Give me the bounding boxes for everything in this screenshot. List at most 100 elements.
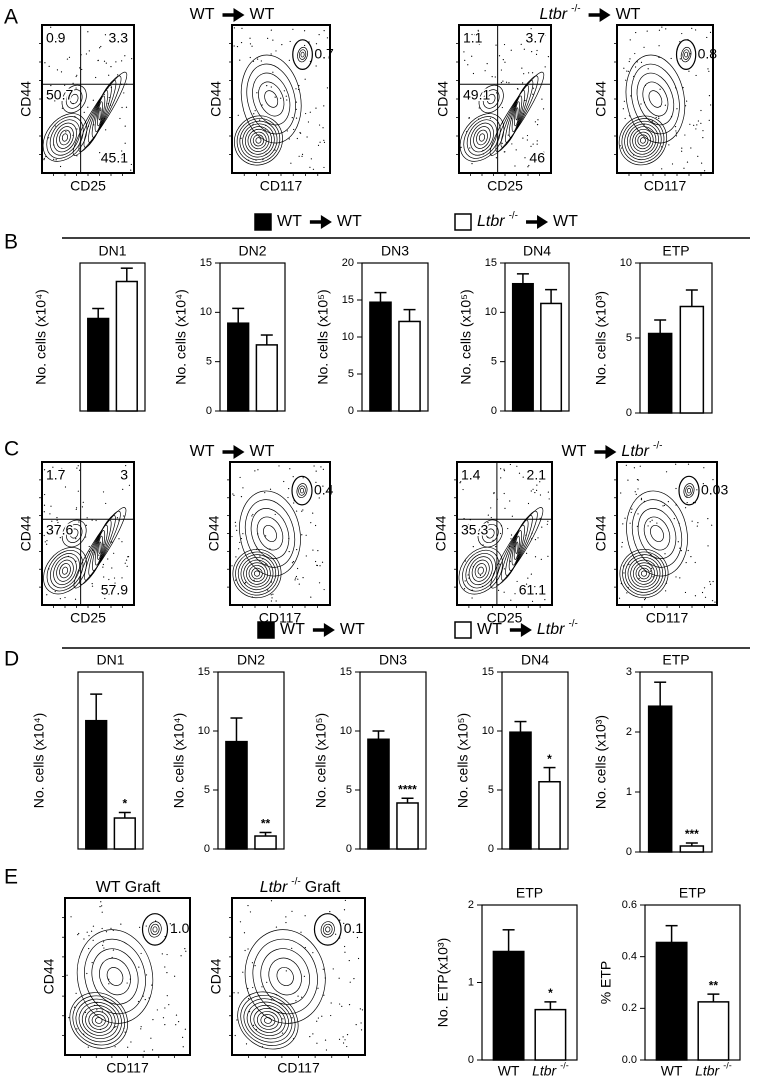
contour <box>243 998 293 1043</box>
event-dot <box>43 504 46 506</box>
event-dot <box>152 1019 154 1021</box>
event-dot <box>286 130 288 132</box>
event-dot <box>108 578 110 581</box>
event-dot <box>50 505 52 507</box>
contour <box>322 923 333 935</box>
event-dot <box>96 1009 98 1011</box>
event-dot <box>321 1015 323 1017</box>
event-dot <box>44 62 46 64</box>
event-dot <box>658 117 660 120</box>
event-dot <box>487 514 489 516</box>
contour <box>300 51 305 58</box>
event-dot <box>322 968 324 970</box>
bar <box>534 1008 567 1061</box>
event-dot <box>293 502 295 504</box>
event-dot <box>252 1024 255 1027</box>
contour <box>682 49 690 60</box>
label-text: WT <box>661 1063 683 1077</box>
event-dot <box>701 591 704 594</box>
event-dot <box>465 32 467 34</box>
event-dot <box>101 927 103 930</box>
event-dot <box>312 512 314 514</box>
y-tick-label: 0 <box>626 407 632 419</box>
contour <box>53 122 77 153</box>
label-text: WT Graft <box>96 879 161 896</box>
event-dot <box>254 470 256 472</box>
label-text: Ltbr <box>477 213 505 230</box>
event-dot <box>346 1045 348 1048</box>
event-dot <box>168 1004 170 1006</box>
event-dot <box>57 532 59 534</box>
event-dot <box>542 108 545 110</box>
event-dot <box>111 162 113 164</box>
contour <box>79 510 121 585</box>
contour <box>459 113 505 162</box>
chart-title: DN1 <box>98 243 126 259</box>
event-dot <box>75 75 77 78</box>
x-axis-label: CD117 <box>260 178 303 194</box>
contour <box>638 567 650 580</box>
event-dot <box>88 545 90 548</box>
event-dot <box>305 555 307 557</box>
event-dot <box>637 513 639 515</box>
event-dot <box>87 31 89 33</box>
contour <box>255 137 262 144</box>
contour <box>626 123 659 158</box>
event-dot <box>55 159 57 161</box>
event-dot <box>240 496 243 498</box>
bar-chart: DN1 No. cells (x10⁴) <box>33 243 146 412</box>
event-dot <box>120 923 122 925</box>
label-text: -/- <box>509 211 518 222</box>
event-dot <box>43 534 45 537</box>
bar <box>254 835 277 850</box>
event-dot <box>315 65 317 67</box>
event-dot <box>490 507 492 509</box>
event-dot <box>240 41 243 44</box>
event-dot <box>272 593 274 595</box>
event-dot <box>634 66 637 68</box>
contour <box>59 129 71 146</box>
event-dot <box>636 479 639 481</box>
event-dot <box>680 550 682 552</box>
event-dot <box>310 596 312 598</box>
event-dot <box>325 1049 328 1051</box>
y-tick-label: 10 <box>340 725 352 737</box>
event-dot <box>244 949 246 952</box>
flow-plot: 1.1 3.7 49.1 46 CD25 CD44 <box>435 24 552 194</box>
event-dot <box>151 984 153 986</box>
event-dot <box>285 95 287 97</box>
event-dot <box>535 53 538 55</box>
label-text: WT <box>340 621 365 638</box>
event-dot <box>103 93 105 95</box>
event-dot <box>87 1046 89 1048</box>
etp-gate <box>675 39 697 70</box>
event-dot <box>280 97 282 99</box>
event-dot <box>459 482 461 484</box>
panel-letter: C <box>4 438 19 461</box>
event-dot <box>472 546 474 548</box>
event-dot <box>539 481 541 483</box>
y-axis-label: % ETP <box>598 961 614 1005</box>
event-dot <box>278 465 280 467</box>
event-dot <box>674 126 677 128</box>
label-text: Ltbr <box>695 1063 720 1077</box>
event-dot <box>143 1050 145 1052</box>
y-tick-label: 0 <box>491 405 497 417</box>
label-text: WT <box>553 213 578 230</box>
y-tick-label: 0 <box>468 1054 474 1066</box>
event-dot <box>256 58 259 60</box>
event-dot <box>649 570 652 572</box>
event-dot <box>98 554 100 556</box>
event-dot <box>234 579 237 581</box>
event-dot <box>68 56 71 58</box>
event-dot <box>318 497 320 499</box>
chart-title: ETP <box>662 243 689 259</box>
contour <box>486 93 496 105</box>
contour <box>256 516 284 551</box>
event-dot <box>501 142 503 144</box>
event-dot <box>463 588 466 590</box>
event-dot <box>43 469 46 471</box>
event-dot <box>78 469 81 471</box>
y-tick-label: 10 <box>620 257 632 269</box>
event-dot <box>302 477 304 479</box>
